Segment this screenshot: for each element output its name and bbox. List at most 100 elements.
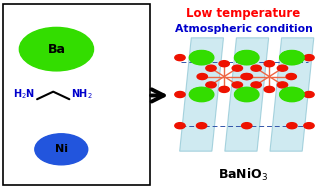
Circle shape — [25, 31, 84, 65]
Circle shape — [195, 91, 204, 96]
Circle shape — [236, 88, 257, 100]
Circle shape — [237, 89, 255, 99]
Circle shape — [239, 53, 251, 60]
Circle shape — [47, 141, 66, 152]
Circle shape — [284, 90, 296, 97]
Circle shape — [237, 52, 255, 63]
Circle shape — [238, 53, 253, 61]
Text: Low temperature: Low temperature — [187, 7, 301, 20]
Circle shape — [286, 91, 292, 95]
Circle shape — [232, 82, 242, 88]
Circle shape — [235, 88, 257, 101]
Circle shape — [52, 144, 57, 147]
Circle shape — [42, 41, 53, 47]
Circle shape — [190, 88, 212, 100]
Circle shape — [281, 51, 303, 64]
Circle shape — [196, 91, 201, 94]
Circle shape — [235, 88, 258, 101]
Circle shape — [193, 89, 208, 98]
Circle shape — [196, 123, 207, 129]
Circle shape — [237, 89, 254, 99]
Text: H$_2$N: H$_2$N — [13, 88, 36, 101]
Circle shape — [286, 54, 293, 58]
Circle shape — [240, 54, 248, 58]
Circle shape — [241, 91, 247, 95]
Bar — [3, 4, 150, 185]
Circle shape — [42, 138, 74, 157]
Circle shape — [285, 53, 295, 60]
Circle shape — [241, 54, 247, 58]
Circle shape — [175, 91, 185, 98]
Circle shape — [283, 52, 299, 62]
Circle shape — [281, 88, 302, 100]
Circle shape — [191, 51, 211, 63]
Circle shape — [287, 92, 291, 94]
Circle shape — [193, 53, 208, 61]
Circle shape — [285, 91, 294, 96]
Circle shape — [277, 65, 288, 71]
Circle shape — [286, 74, 296, 80]
Circle shape — [288, 55, 289, 56]
Circle shape — [206, 65, 216, 71]
Circle shape — [241, 55, 252, 61]
Circle shape — [175, 123, 185, 129]
Circle shape — [219, 61, 229, 67]
Circle shape — [46, 140, 67, 153]
Circle shape — [37, 38, 63, 53]
Circle shape — [282, 52, 299, 62]
Circle shape — [239, 53, 250, 60]
Circle shape — [41, 138, 76, 158]
Circle shape — [242, 74, 253, 80]
Circle shape — [30, 34, 75, 60]
Circle shape — [238, 89, 254, 98]
Circle shape — [43, 42, 51, 46]
Circle shape — [198, 92, 199, 93]
Circle shape — [192, 89, 208, 98]
Circle shape — [34, 36, 67, 56]
Circle shape — [27, 32, 79, 63]
Circle shape — [280, 51, 303, 64]
Circle shape — [175, 55, 185, 61]
Circle shape — [196, 55, 207, 61]
Circle shape — [284, 53, 296, 60]
Circle shape — [281, 51, 302, 64]
Circle shape — [31, 34, 72, 58]
Circle shape — [192, 52, 209, 62]
Circle shape — [287, 55, 297, 61]
Circle shape — [288, 92, 289, 93]
Circle shape — [242, 92, 246, 94]
Circle shape — [242, 55, 246, 57]
Circle shape — [282, 89, 300, 99]
Circle shape — [277, 82, 288, 88]
Circle shape — [197, 74, 207, 80]
Circle shape — [29, 33, 77, 61]
Circle shape — [287, 55, 291, 57]
Circle shape — [241, 91, 246, 94]
Circle shape — [190, 51, 212, 64]
Circle shape — [282, 52, 300, 63]
Circle shape — [241, 123, 252, 129]
Circle shape — [240, 91, 249, 96]
Circle shape — [283, 89, 298, 98]
Circle shape — [240, 90, 250, 96]
Circle shape — [287, 123, 297, 129]
Circle shape — [219, 86, 229, 92]
Circle shape — [285, 90, 295, 97]
Circle shape — [284, 53, 297, 61]
Circle shape — [41, 40, 56, 49]
Circle shape — [196, 91, 202, 95]
Circle shape — [38, 136, 83, 162]
Circle shape — [191, 88, 211, 100]
Circle shape — [190, 51, 213, 64]
Circle shape — [283, 53, 298, 61]
Circle shape — [251, 65, 261, 71]
Circle shape — [242, 92, 245, 93]
Circle shape — [285, 90, 295, 96]
Circle shape — [198, 55, 199, 56]
Circle shape — [194, 53, 205, 60]
Circle shape — [288, 92, 290, 93]
Circle shape — [232, 65, 242, 71]
Text: Ba: Ba — [47, 43, 65, 56]
Circle shape — [285, 53, 295, 59]
Circle shape — [37, 135, 84, 163]
